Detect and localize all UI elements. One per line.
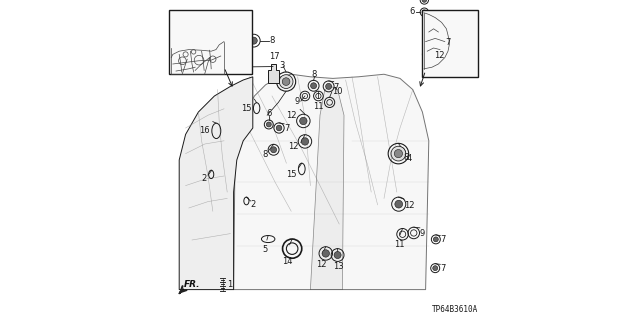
Text: 5: 5 <box>262 245 268 254</box>
Bar <box>422 10 479 77</box>
Text: 8: 8 <box>312 70 317 79</box>
Text: 16: 16 <box>199 126 210 135</box>
Text: 2: 2 <box>251 200 256 209</box>
Text: 13: 13 <box>333 262 343 271</box>
Circle shape <box>282 78 290 85</box>
Circle shape <box>300 117 307 125</box>
Text: 7: 7 <box>334 83 339 92</box>
Circle shape <box>396 150 403 156</box>
Text: 12: 12 <box>288 142 298 151</box>
Circle shape <box>301 138 308 145</box>
Text: 7: 7 <box>445 38 450 47</box>
Circle shape <box>394 149 403 158</box>
Text: 8: 8 <box>404 153 409 162</box>
Text: 14: 14 <box>282 257 292 266</box>
Circle shape <box>426 51 433 58</box>
Polygon shape <box>234 74 429 290</box>
Circle shape <box>334 252 341 259</box>
Text: 17: 17 <box>269 52 279 61</box>
Text: 11: 11 <box>313 102 324 111</box>
Circle shape <box>271 147 276 153</box>
Text: 7: 7 <box>440 264 445 273</box>
Circle shape <box>276 125 282 131</box>
Circle shape <box>438 39 442 44</box>
Polygon shape <box>310 86 344 290</box>
Circle shape <box>326 84 332 89</box>
Text: 6: 6 <box>266 109 271 118</box>
Text: 12: 12 <box>404 201 414 210</box>
Text: 4: 4 <box>406 154 412 163</box>
Circle shape <box>310 83 317 89</box>
Circle shape <box>422 10 427 14</box>
Circle shape <box>422 0 427 2</box>
Text: 12: 12 <box>316 260 327 269</box>
Text: 10: 10 <box>332 87 342 96</box>
Text: 9: 9 <box>420 229 425 238</box>
Text: 8: 8 <box>269 36 275 45</box>
Text: 12: 12 <box>434 51 444 60</box>
Text: FR.: FR. <box>184 280 200 289</box>
Text: 15: 15 <box>241 104 251 113</box>
Circle shape <box>433 237 438 242</box>
Circle shape <box>266 122 271 127</box>
Circle shape <box>433 266 438 271</box>
Text: 1: 1 <box>227 280 232 289</box>
Bar <box>169 10 252 74</box>
Text: 7: 7 <box>440 236 445 244</box>
Circle shape <box>279 75 293 89</box>
Text: 9: 9 <box>295 97 300 106</box>
Text: TP64B3610A: TP64B3610A <box>432 305 479 314</box>
Text: 12: 12 <box>286 111 296 120</box>
Text: 15: 15 <box>286 170 297 179</box>
Polygon shape <box>179 77 253 290</box>
Text: 3: 3 <box>280 61 285 70</box>
Text: 7: 7 <box>284 124 289 133</box>
Circle shape <box>391 146 406 161</box>
Circle shape <box>250 37 257 44</box>
Text: 6: 6 <box>410 7 415 16</box>
Circle shape <box>322 250 330 257</box>
Text: 8: 8 <box>262 150 268 159</box>
Text: 11: 11 <box>394 240 404 249</box>
Text: 2: 2 <box>202 174 207 183</box>
Polygon shape <box>268 64 280 83</box>
Circle shape <box>395 200 403 208</box>
